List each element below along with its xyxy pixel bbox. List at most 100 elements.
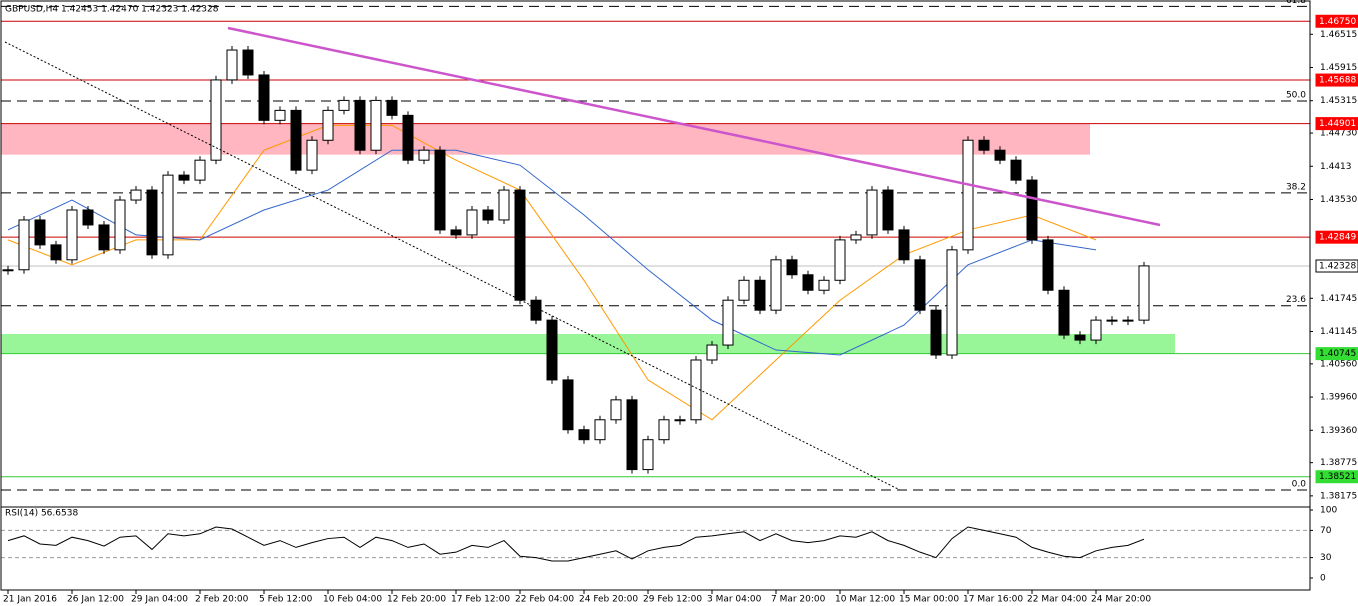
level-label: 1.40745 [1319,349,1356,359]
fib-label: 50.0 [1286,90,1306,100]
candle [626,399,638,471]
level-label: 1.45688 [1319,76,1356,86]
candle [1058,289,1070,336]
candle [770,259,782,311]
moving-average [7,124,1097,421]
candle [546,319,558,381]
y-tick-label: 1.44730 [1320,129,1357,139]
candle [1138,265,1150,321]
candle [66,209,78,261]
candle [578,429,590,441]
candle [354,99,366,151]
candle [722,299,734,346]
x-tick-label: 12 Feb 20:00 [387,595,446,605]
candle [1090,319,1102,341]
candle [994,149,1006,161]
level-label: 1.42849 [1319,233,1356,243]
candle [866,189,878,236]
y-tick-label: 1.39360 [1320,426,1357,436]
candle [1042,239,1054,291]
x-tick-label: 26 Jan 12:00 [67,595,124,605]
fib-label: 38.2 [1286,182,1306,192]
trendline [227,26,1161,227]
candle [418,149,430,161]
candle [146,189,158,256]
candle [786,259,798,276]
y-tick-label: 0 [1320,574,1326,584]
level-box [1315,230,1358,244]
x-tick-label: 22 Mar 04:00 [1027,595,1087,605]
x-tick-label: 7 Mar 20:00 [771,595,826,605]
chart-title: GBPUSD,H4 1.42453 1.42470 1.42323 1.4232… [5,5,219,15]
level-label: 1.38521 [1319,472,1356,482]
candle [370,99,382,151]
candle [258,74,270,121]
candle [818,279,830,291]
level-box [1315,470,1358,484]
rsi-line [7,526,1145,562]
level-box [1315,347,1358,361]
candle [50,244,62,261]
candle [1074,334,1086,341]
candle [162,174,174,256]
x-tick-label: 3 Mar 04:00 [707,595,762,605]
candle [738,279,750,301]
fib-label: 61.8 [1286,0,1306,6]
y-tick-label: 1.43530 [1320,195,1357,205]
candle [802,274,814,291]
candle [690,359,702,421]
x-tick-label: 10 Mar 12:00 [835,595,895,605]
level-label: 1.44901 [1319,119,1356,129]
x-tick-label: 29 Feb 12:00 [643,595,702,605]
candle [466,209,478,236]
candle [706,344,718,361]
candle [946,249,958,356]
candle [498,189,510,221]
candle [514,189,526,301]
candle [18,219,30,271]
trendline [4,41,901,491]
y-tick-label: 30 [1320,553,1332,563]
level-box [1315,73,1358,87]
candle [322,109,334,141]
candle [450,229,462,236]
y-tick-label: 1.41145 [1320,327,1357,337]
y-tick-label: 1.38175 [1320,491,1357,501]
candle [130,189,142,201]
x-tick-label: 5 Feb 12:00 [259,595,313,605]
candle [914,259,926,311]
candle [562,379,574,431]
candle [210,79,222,161]
candle [194,159,206,181]
rsi-pane: 100 70 30 0 [1,506,1337,584]
x-tick-label: 2 Feb 20:00 [195,595,249,605]
rsi-title: RSI(14) 56.6538 [5,509,78,519]
candle [2,269,14,272]
candle [242,49,254,76]
candle [754,279,766,311]
candle [114,199,126,251]
level-label: 1.46750 [1319,17,1356,27]
level-box [1315,117,1358,131]
y-tick-label: 1.38775 [1320,458,1357,468]
y-tick-label: 1.45915 [1320,63,1357,73]
candle [306,139,318,171]
x-tick-label: 17 Feb 12:00 [451,595,510,605]
candle [274,109,286,121]
x-tick-label: 24 Feb 20:00 [579,595,638,605]
candle [434,149,446,231]
x-tick-label: 22 Feb 04:00 [515,595,574,605]
plot-frame [0,0,1311,591]
candle [482,209,494,221]
candle [338,99,350,111]
candle [290,109,302,171]
candle [930,309,942,356]
candle [34,219,46,246]
y-tick-label: 100 [1320,506,1337,516]
x-tick-label: 10 Feb 04:00 [323,595,382,605]
y-tick-label: 1.40560 [1320,359,1357,369]
candle [1122,319,1134,322]
candle [1010,159,1022,181]
